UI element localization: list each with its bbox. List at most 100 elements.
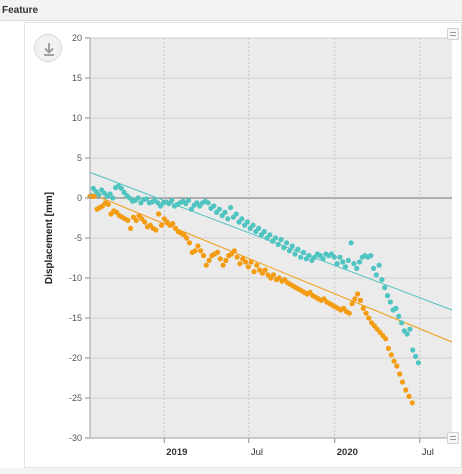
download-icon <box>44 43 54 56</box>
data-point-series-2 <box>170 221 176 227</box>
bottom-strip <box>0 468 462 474</box>
y-tick-label: -25 <box>69 393 82 403</box>
data-point-series-2 <box>360 305 366 311</box>
data-point-series-1 <box>340 259 346 265</box>
data-point-series-1 <box>286 248 293 254</box>
download-button[interactable] <box>34 34 62 62</box>
data-point-series-1 <box>356 259 363 265</box>
data-point-series-1 <box>348 240 354 246</box>
data-point-series-1 <box>211 203 217 209</box>
data-point-series-2 <box>237 261 243 267</box>
data-point-series-1 <box>222 209 228 215</box>
data-point-series-2 <box>394 363 400 369</box>
data-point-series-2 <box>125 217 131 223</box>
data-point-series-1 <box>135 195 141 201</box>
data-point-series-2 <box>234 254 240 260</box>
data-point-series-1 <box>376 262 382 268</box>
data-point-series-2 <box>352 296 358 302</box>
data-point-series-2 <box>184 235 190 241</box>
data-point-series-1 <box>110 195 116 201</box>
data-point-series-2 <box>403 387 409 393</box>
data-point-series-1 <box>415 360 421 366</box>
data-point-series-1 <box>169 197 175 203</box>
data-point-series-1 <box>289 243 295 249</box>
x-tick-label: 2019 <box>166 447 187 458</box>
data-point-series-2 <box>357 297 364 303</box>
data-point-series-1 <box>398 320 405 326</box>
data-point-series-2 <box>158 222 165 228</box>
y-tick-label: -5 <box>74 233 82 243</box>
data-point-series-2 <box>399 379 406 385</box>
data-point-series-1 <box>354 265 360 271</box>
data-point-series-2 <box>251 269 257 275</box>
data-point-series-1 <box>334 261 340 267</box>
data-point-series-1 <box>118 185 124 191</box>
data-point-series-1 <box>185 197 192 203</box>
data-point-series-2 <box>346 310 352 316</box>
data-point-series-2 <box>105 201 111 207</box>
data-point-series-2 <box>248 259 254 265</box>
data-point-series-2 <box>128 225 134 231</box>
data-point-series-1 <box>216 206 222 212</box>
data-point-series-1 <box>250 222 256 228</box>
data-point-series-1 <box>272 235 279 241</box>
data-point-series-2 <box>366 315 372 321</box>
data-point-series-2 <box>385 345 392 351</box>
data-point-series-1 <box>382 285 388 291</box>
data-point-series-1 <box>384 293 391 299</box>
data-point-series-1 <box>412 353 419 359</box>
data-point-series-2 <box>262 267 268 273</box>
data-point-series-2 <box>220 262 226 268</box>
panel-title: Feature <box>2 5 39 16</box>
data-point-series-2 <box>254 262 260 268</box>
data-point-series-2 <box>91 193 97 199</box>
data-point-series-1 <box>298 254 304 260</box>
data-point-series-1 <box>410 347 416 353</box>
y-tick-label: -30 <box>69 433 82 443</box>
x-tick-label: 2020 <box>337 447 358 458</box>
data-point-series-1 <box>300 249 307 255</box>
data-point-series-2 <box>156 211 162 217</box>
data-point-series-1 <box>407 326 413 332</box>
data-point-series-2 <box>133 217 139 223</box>
data-point-series-1 <box>306 253 312 259</box>
data-point-series-2 <box>391 358 397 364</box>
grid-layer <box>90 37 452 439</box>
data-point-series-1 <box>393 305 399 311</box>
data-point-series-2 <box>388 352 394 358</box>
data-point-series-2 <box>186 240 193 246</box>
data-point-series-2 <box>192 248 198 254</box>
x-tick-label: Jul <box>422 447 434 458</box>
axis-layer: 20 15 10 5 0 -5 -10 -15 -20 -25 -30 2019 Jul 2020 Jul <box>69 33 452 458</box>
data-point-series-2 <box>200 253 207 259</box>
data-point-series-1 <box>281 245 287 251</box>
x-tick-label: Jul <box>251 447 263 458</box>
data-point-series-2 <box>153 227 159 233</box>
data-point-series-2 <box>383 336 389 342</box>
data-point-series-1 <box>284 240 290 246</box>
data-point-series-1 <box>373 272 379 278</box>
data-point-series-1 <box>404 331 410 337</box>
data-point-series-2 <box>270 272 277 278</box>
y-tick-label: 10 <box>72 113 82 123</box>
data-point-series-1 <box>96 192 102 198</box>
data-point-series-2 <box>355 291 361 297</box>
data-point-series-2 <box>349 301 355 307</box>
data-point-series-1 <box>143 196 150 202</box>
data-point-series-1 <box>275 241 281 247</box>
data-point-series-2 <box>223 257 229 263</box>
data-point-series-1 <box>188 206 194 212</box>
y-axis-title: Displacement [mm] <box>44 192 55 284</box>
y-tick-label: 15 <box>72 73 82 83</box>
resize-handle-bottom[interactable] <box>447 432 459 444</box>
data-point-series-2 <box>217 256 223 262</box>
trend-line-2 <box>89 192 453 343</box>
y-tick-label: 0 <box>77 193 82 203</box>
data-point-series-1 <box>351 261 357 267</box>
resize-handle-top[interactable] <box>447 28 459 40</box>
y-tick-label: 5 <box>77 153 82 163</box>
data-point-series-1 <box>227 205 234 211</box>
data-point-series-2 <box>242 259 249 265</box>
data-point-series-1 <box>205 200 211 206</box>
data-point-series-2 <box>363 310 369 316</box>
